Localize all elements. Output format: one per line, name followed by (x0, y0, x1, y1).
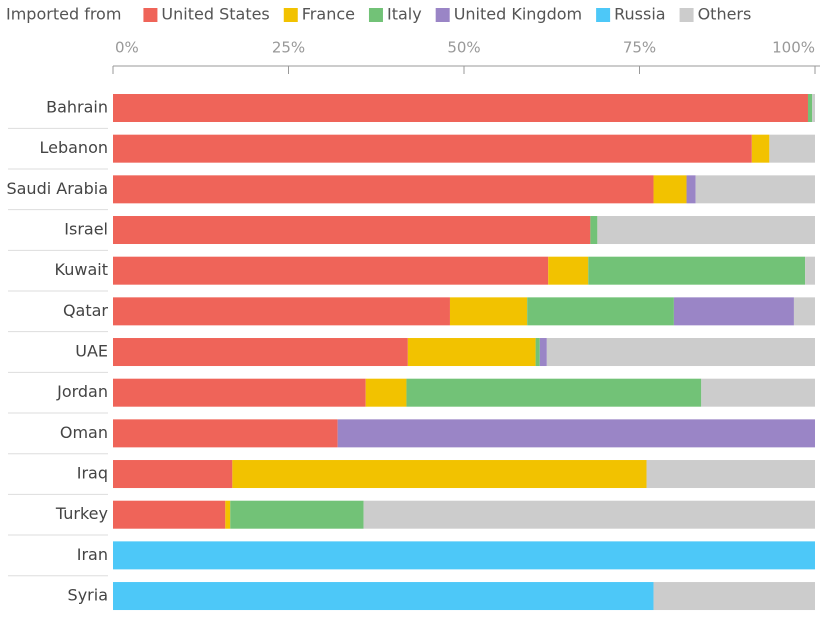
bar-segment (653, 582, 815, 611)
bar-segment (653, 175, 687, 204)
bar-segment (701, 378, 815, 407)
bar-segment (113, 297, 450, 326)
bar-segment (113, 256, 549, 285)
bar-segment (751, 134, 770, 163)
bar-segment (113, 460, 233, 489)
bar-segment (113, 175, 654, 204)
bar-segment (535, 338, 540, 367)
category-label: Lebanon (39, 138, 108, 157)
legend-swatch (143, 8, 158, 22)
category-label: Jordan (56, 382, 108, 401)
bar-segment (407, 338, 536, 367)
bar-segment (406, 378, 702, 407)
bar-segment (673, 297, 794, 326)
x-tick-label: 0% (115, 39, 139, 57)
bar-segment (588, 256, 806, 285)
category-label: Bahrain (46, 98, 108, 117)
bar-segment (113, 94, 808, 122)
x-tick-label: 25% (272, 39, 305, 57)
bar-segment (232, 460, 647, 489)
category-label: Iran (77, 545, 108, 564)
bar-segment (113, 378, 366, 407)
bar-segment (113, 582, 654, 611)
x-tick-label: 100% (772, 39, 815, 57)
bar-segment (527, 297, 674, 326)
legend-swatch (435, 8, 450, 22)
bar-segment (113, 216, 591, 245)
legend-label: United Kingdom (454, 5, 582, 24)
x-tick-label: 50% (447, 39, 480, 57)
bar-segment (546, 338, 815, 367)
category-label: Qatar (63, 301, 108, 320)
category-label: Syria (68, 586, 108, 605)
category-label: Saudi Arabia (6, 179, 108, 198)
category-label: Turkey (55, 504, 108, 523)
bar-segment (793, 297, 815, 326)
bar-segment (769, 134, 815, 163)
bar-segment (230, 500, 364, 529)
bar-segment (449, 297, 528, 326)
legend-label: Russia (614, 5, 665, 24)
category-label: Iraq (77, 464, 108, 483)
bar-segment (113, 541, 815, 570)
bar-segment (337, 419, 815, 448)
bar-segment (812, 94, 815, 122)
legend-swatch (283, 8, 298, 22)
legend-label: France (302, 5, 355, 24)
legend-title: Imported from (6, 5, 121, 24)
category-label: Israel (64, 220, 108, 239)
category-label: Kuwait (55, 260, 108, 279)
category-label: Oman (60, 423, 108, 442)
bar-segment (686, 175, 696, 204)
bar-segment (363, 500, 815, 529)
bar-segment (365, 378, 407, 407)
legend-swatch (368, 8, 383, 22)
legend-label: United States (161, 5, 269, 24)
bar-segment (597, 216, 815, 245)
bar-segment (548, 256, 589, 285)
bar-segment (539, 338, 547, 367)
x-tick-label: 75% (623, 39, 656, 57)
category-label: UAE (75, 342, 108, 361)
bar-segment (225, 500, 231, 529)
bar-segment (590, 216, 598, 245)
bar-segment (805, 256, 815, 285)
bar-segment (695, 175, 815, 204)
legend-label: Italy (387, 5, 422, 24)
legend-label: Others (698, 5, 752, 24)
bar-segment (113, 419, 338, 448)
bar-segment (807, 94, 813, 122)
bar-segment (113, 500, 226, 529)
legend-swatch (596, 8, 611, 22)
bar-segment (646, 460, 815, 489)
bar-segment (113, 338, 408, 367)
legend-swatch (679, 8, 694, 22)
bar-segment (113, 134, 752, 163)
